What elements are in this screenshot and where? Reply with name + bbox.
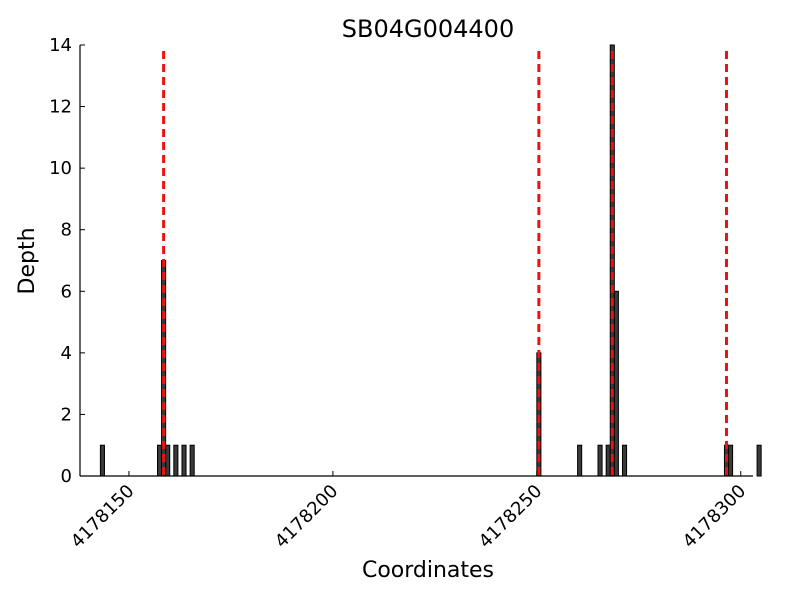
- y-tick-label-2: 4: [61, 343, 72, 364]
- depth-bar-12: [613, 290, 619, 477]
- depth-bar-16: [756, 444, 762, 477]
- x-tick-label-2: 4178250: [475, 481, 547, 553]
- x-tick-label-0: 4178150: [67, 481, 139, 553]
- depth-bar-5: [181, 444, 187, 477]
- chart-title: SB04G004400: [342, 15, 514, 43]
- depth-bar-3: [165, 444, 171, 477]
- y-tick-label-5: 10: [49, 158, 72, 179]
- depth-bar-6: [189, 444, 195, 477]
- depth-bar-13: [621, 444, 628, 477]
- axes-layer: 0 2 4 6 8 10 12 14 4178150 4178200 4178250 4178300: [49, 35, 753, 552]
- markers-layer: [162, 51, 728, 476]
- depth-bar-9: [597, 444, 603, 477]
- x-tick-label-3: 4178300: [679, 481, 751, 553]
- y-tick-label-4: 8: [61, 220, 72, 241]
- x-tick-label-1: 4178200: [271, 481, 343, 553]
- depth-bar-15: [728, 444, 734, 477]
- bars-layer: [99, 44, 762, 477]
- depth-bar-8: [577, 444, 583, 477]
- y-tick-label-0: 0: [61, 466, 72, 487]
- y-axis-label: Depth: [15, 227, 40, 294]
- depth-bar-10: [605, 444, 611, 477]
- depth-bar-0: [99, 444, 105, 477]
- depth-bar-4: [173, 444, 179, 477]
- depth-bar-1: [156, 444, 163, 477]
- x-axis-label: Coordinates: [362, 558, 494, 583]
- y-tick-label-6: 12: [49, 97, 72, 118]
- y-tick-label-7: 14: [49, 35, 72, 56]
- y-tick-label-1: 2: [61, 404, 72, 425]
- y-tick-label-3: 6: [61, 281, 72, 302]
